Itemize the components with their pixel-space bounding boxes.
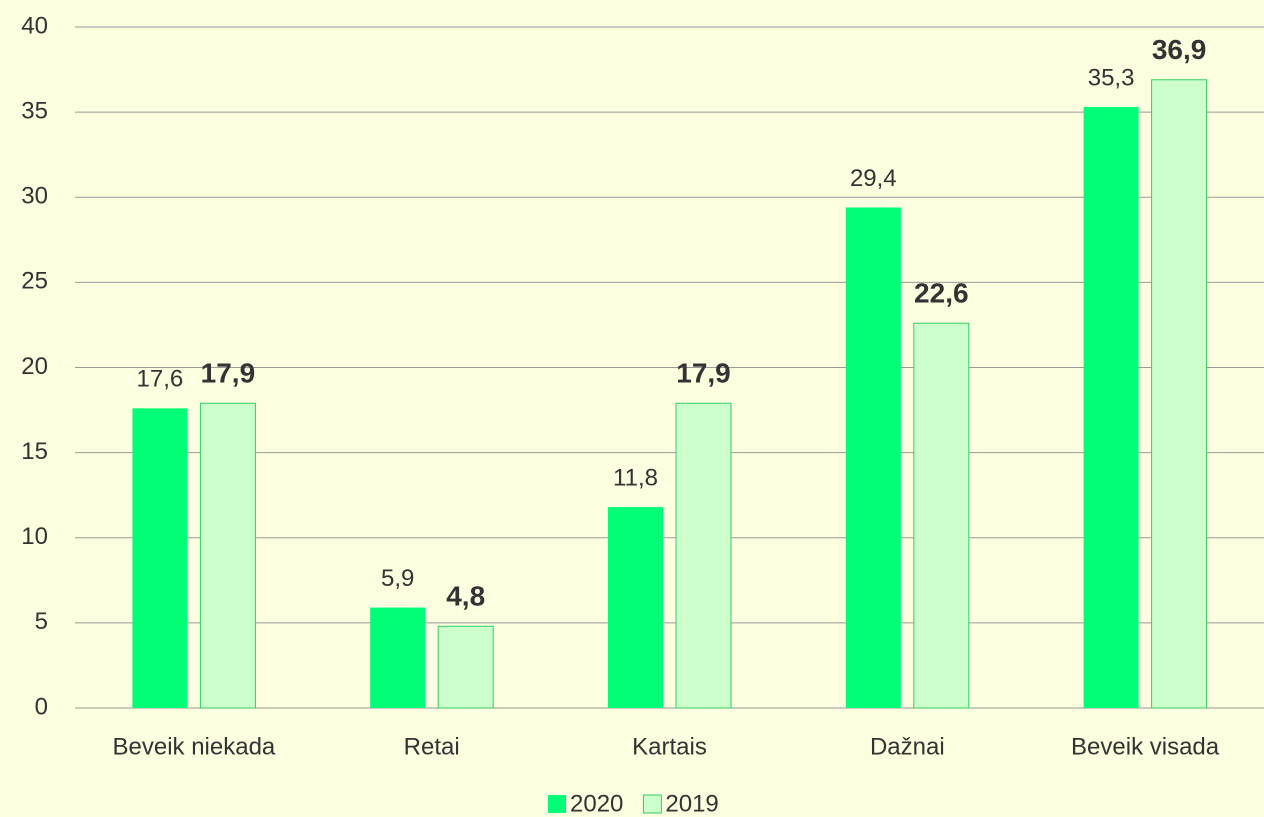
data-label: 17,9 (676, 358, 731, 389)
y-tick-label: 30 (21, 183, 48, 210)
bar (1151, 79, 1208, 709)
y-tick-label: 35 (21, 97, 48, 124)
x-tick-label: Retai (404, 733, 460, 760)
bar (608, 507, 663, 708)
bar (370, 607, 426, 708)
y-tick-label: 5 (35, 608, 48, 635)
y-tick-label: 40 (21, 12, 48, 39)
bar (1083, 107, 1139, 708)
legend-swatch (642, 794, 662, 814)
y-tick-label: 10 (21, 523, 48, 550)
bar (199, 402, 256, 709)
data-label: 35,3 (1088, 64, 1135, 91)
y-tick-label: 0 (35, 693, 48, 720)
bar (437, 625, 494, 709)
x-tick-label: Kartais (632, 733, 707, 760)
legend-swatch (548, 795, 566, 813)
data-label: 17,6 (137, 366, 184, 393)
x-tick-label: Beveik niekada (113, 733, 276, 760)
x-tick-label: Dažnai (870, 733, 945, 760)
data-label: 29,4 (850, 165, 897, 192)
data-label: 5,9 (381, 565, 414, 592)
data-label: 11,8 (613, 464, 658, 491)
x-tick-label: Beveik visada (1071, 733, 1220, 760)
y-tick-label: 15 (21, 438, 48, 465)
legend-label: 2020 (570, 790, 623, 817)
data-label: 17,9 (201, 358, 256, 389)
bar (675, 402, 732, 709)
bar (845, 207, 901, 708)
data-label: 22,6 (914, 278, 969, 309)
legend-label: 2019 (665, 790, 718, 817)
bar (913, 322, 970, 709)
data-label: 36,9 (1152, 34, 1207, 65)
data-label: 4,8 (446, 581, 485, 612)
bar (132, 408, 188, 708)
y-tick-label: 20 (21, 353, 48, 380)
y-tick-label: 25 (21, 268, 48, 295)
